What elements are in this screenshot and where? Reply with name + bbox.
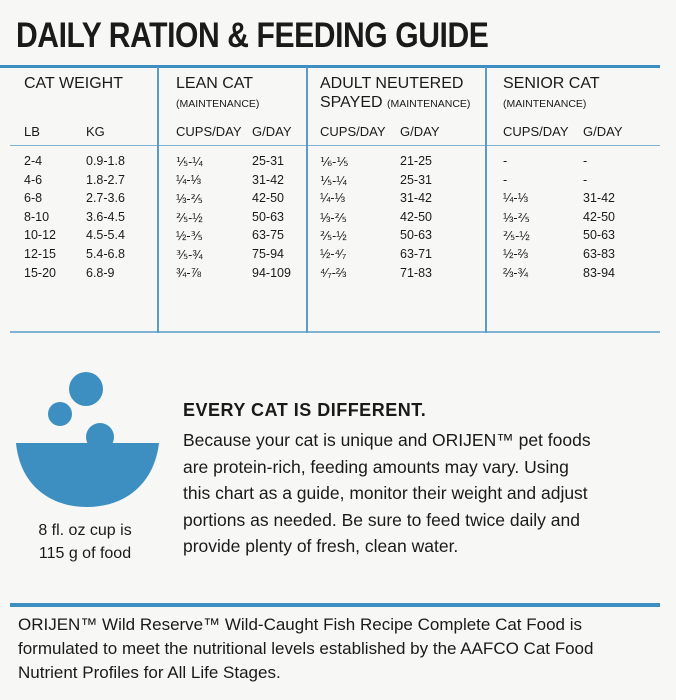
table-cell: 2.7-3.6 [86,191,125,206]
table-cell: 15-20 [24,265,56,280]
table-cell: 31-42 [583,191,615,206]
cup-note: 8 fl. oz cup is [38,522,132,539]
table-cell: ⁴⁄₇-⅔ [320,265,347,280]
table-cell: ⅕-¼ [320,173,347,188]
table-cell: - [583,154,588,168]
info-line: provide plenty of fresh, clean water. [183,536,459,556]
column-header: KG [86,124,105,139]
info-heading: EVERY CAT IS DIFFERENT. [183,400,427,420]
footer-rule [10,603,660,607]
table-cell: - [503,154,508,168]
table-cell: 75-94 [252,247,284,261]
group-header: LEAN CAT (MAINTENANCE) [176,74,259,114]
table-cell: 31-42 [400,191,432,206]
table-cell: 42-50 [583,209,615,224]
table-cell: ¼-⅓ [320,191,346,206]
table-cell: 4.5-5.4 [86,228,125,243]
footer-line: Nutrient Profiles for All Life Stages. [18,663,281,682]
table-cell: ⅖-½ [503,229,530,244]
table-cell: ⅓-⅖ [176,192,203,207]
group-title: LEAN CAT [176,75,254,92]
column-header: CUPS/DAY [503,124,569,139]
group-title: ADULT NEUTERED [320,75,464,92]
table-cell: ¾-⅞ [176,265,202,280]
table-cell: ⅖-½ [176,210,203,225]
table-bottom-rule [10,331,660,333]
table-cell: 12-15 [24,247,56,261]
info-line: portions as needed. Be sure to feed twic… [183,509,580,530]
column-header: G/DAY [400,124,440,139]
table-cell: ½-⁴⁄₇ [320,247,347,261]
table-cell: 63-71 [400,247,432,261]
table-cell: ⅖-½ [320,229,347,244]
table-cell: 42-50 [400,209,432,224]
table-cell: 10-12 [24,228,56,243]
table-cell: 4-6 [24,172,43,187]
table-cell: ⅔-¾ [503,265,529,280]
table-cell: ½-⅔ [503,247,529,261]
group-title: CAT WEIGHT [24,75,123,92]
table-cell: 2-4 [24,154,43,168]
table-cell: - [503,172,508,187]
table-cell: 42-50 [252,191,284,206]
table-cell: ⅓-⅖ [320,210,347,225]
bowl-icon [16,372,159,507]
table-cell: ⅕-¼ [176,155,203,169]
column-divider [157,67,159,333]
table-cell: 8-10 [24,209,50,224]
table-cell: 50-63 [400,228,432,243]
group-sub: (MAINTENANCE) [176,98,260,110]
info-line: Because your cat is unique and ORIJEN™ p… [183,430,591,450]
table-cell: 21-25 [400,154,432,168]
table-cell: 63-75 [252,228,284,243]
column-header: CUPS/DAY [176,124,242,139]
table-cell: 50-63 [583,228,615,243]
table-cell: ⅓-⅖ [503,210,530,225]
group-sub: (MAINTENANCE) [387,98,471,110]
table-cell: 6-8 [24,191,43,206]
table-cell: ¼-⅓ [176,172,202,187]
column-divider [306,67,308,333]
table-cell: ¼-⅓ [503,191,529,206]
table-cell: 50-63 [252,209,284,224]
table-cell: 3.6-4.5 [86,209,125,224]
table-cell: ⅗-¾ [176,248,203,262]
info-line: are protein-rich, feeding amounts may va… [183,456,569,477]
table-cell: 25-31 [400,172,432,187]
footer-line: formulated to meet the nutritional level… [18,639,594,658]
group-header: ADULT NEUTERED SPAYED (MAINTENANCE) [320,74,470,114]
column-header: LB [24,124,40,139]
group-sub: (MAINTENANCE) [503,98,587,110]
title: DAILY RATION & FEEDING GUIDE [16,16,489,55]
table-cell: 71-83 [400,265,432,280]
info-line: this chart as a guide, monitor their wei… [183,483,588,503]
table-cell: 94-109 [252,265,291,280]
group-header: CAT WEIGHT [24,74,123,93]
table-cell: 31-42 [252,172,284,187]
top-rule [0,65,660,68]
group-title: SENIOR CAT [503,75,600,92]
table-cell: ⅙-⅕ [320,155,349,169]
column-header: CUPS/DAY [320,124,386,139]
cup-note: 115 g of food [38,545,132,562]
column-header: G/DAY [252,124,292,139]
table-cell: 0.9-1.8 [86,154,125,168]
group-title: SPAYED [320,94,383,111]
table-cell: ½-⅗ [176,229,203,244]
column-divider [485,67,487,333]
group-header: SENIOR CAT (MAINTENANCE) [503,74,600,114]
table-cell: - [583,172,588,187]
table-cell: 5.4-6.8 [86,247,125,261]
header-rule [10,145,660,146]
table-cell: 6.8-9 [86,265,115,280]
footer-line: ORIJEN™ Wild Reserve™ Wild-Caught Fish R… [18,615,583,634]
table-cell: 83-94 [583,265,615,280]
table-cell: 25-31 [252,154,284,168]
table-cell: 1.8-2.7 [86,172,125,187]
table-cell: 63-83 [583,247,615,261]
column-header: G/DAY [583,124,623,139]
